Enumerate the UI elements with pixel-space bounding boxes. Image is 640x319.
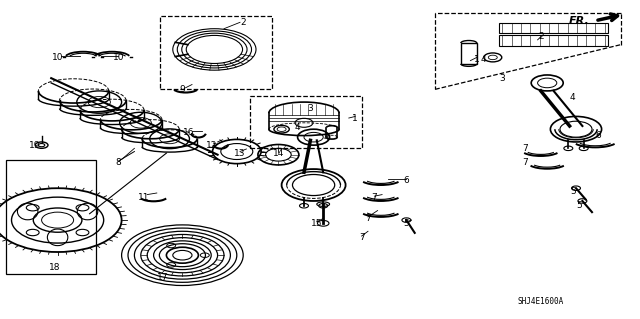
Text: 2: 2 bbox=[538, 32, 543, 41]
Text: FR.: FR. bbox=[569, 16, 589, 26]
Text: 5: 5 bbox=[570, 187, 575, 196]
Bar bbox=[499, 23, 608, 33]
Bar bbox=[6, 160, 96, 274]
Text: 1: 1 bbox=[353, 114, 358, 122]
Text: 5: 5 bbox=[577, 201, 582, 210]
Text: 6: 6 bbox=[596, 131, 601, 140]
Text: 4: 4 bbox=[295, 123, 300, 132]
Text: 6: 6 bbox=[404, 176, 409, 185]
Text: 18: 18 bbox=[49, 263, 60, 272]
Text: 4: 4 bbox=[570, 93, 575, 102]
Text: 9: 9 bbox=[180, 85, 185, 94]
Text: 7: 7 bbox=[359, 233, 364, 242]
Text: 13: 13 bbox=[234, 149, 246, 158]
Bar bbox=[160, 16, 272, 89]
Text: 8: 8 bbox=[116, 158, 121, 167]
Text: 1: 1 bbox=[474, 55, 479, 63]
Text: 11: 11 bbox=[138, 193, 150, 202]
Text: 3: 3 bbox=[308, 104, 313, 113]
Text: 3: 3 bbox=[500, 74, 505, 83]
Text: 5: 5 bbox=[404, 219, 409, 228]
Bar bbox=[499, 35, 608, 46]
Text: 19: 19 bbox=[29, 141, 41, 150]
Text: 7: 7 bbox=[372, 193, 377, 202]
Text: 10: 10 bbox=[113, 53, 124, 62]
Text: 4: 4 bbox=[324, 133, 329, 142]
Text: 10: 10 bbox=[52, 53, 63, 62]
Text: SHJ4E1600A: SHJ4E1600A bbox=[518, 297, 564, 306]
Text: 7: 7 bbox=[522, 158, 527, 167]
Text: 17: 17 bbox=[157, 273, 169, 282]
Text: 7: 7 bbox=[365, 214, 371, 223]
Text: 14: 14 bbox=[273, 149, 284, 158]
Bar bbox=[250, 96, 362, 148]
Text: 12: 12 bbox=[205, 141, 217, 150]
Text: 16: 16 bbox=[183, 128, 195, 137]
Text: 2: 2 bbox=[241, 18, 246, 27]
Bar bbox=[461, 43, 477, 64]
Text: 15: 15 bbox=[311, 219, 323, 228]
Text: 7: 7 bbox=[522, 144, 527, 153]
Text: 4: 4 bbox=[481, 55, 486, 63]
